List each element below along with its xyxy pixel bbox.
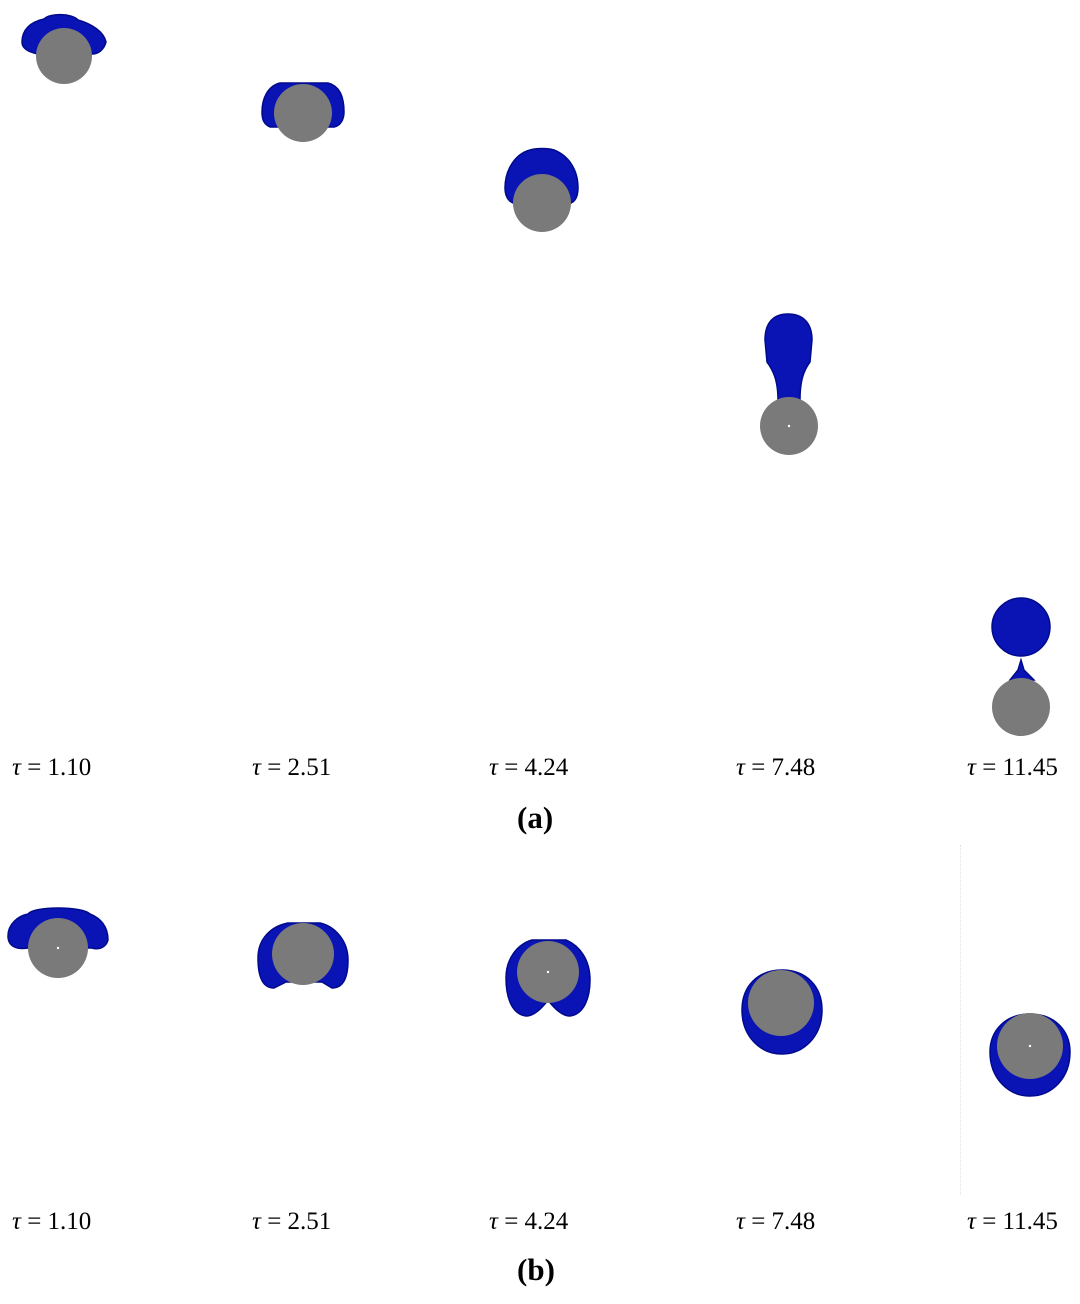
panel-a-frame-4 <box>760 313 818 455</box>
tau-symbol: τ <box>489 1208 498 1235</box>
tau-value: = 11.45 <box>982 754 1058 781</box>
panel-b-tau-label-3: τ = 4.24 <box>489 1208 568 1236</box>
detached-droplet <box>991 597 1051 657</box>
particle-center-dot <box>546 970 550 974</box>
residual-spike <box>1008 657 1036 681</box>
panel-a-tau-label-1: τ = 1.10 <box>12 754 91 782</box>
tau-value: = 4.24 <box>504 754 569 781</box>
panel-a-frame-5 <box>991 597 1051 736</box>
panel-a-label: (a) <box>517 800 554 835</box>
particle <box>36 28 92 84</box>
panel-a-frame-2 <box>261 82 345 142</box>
panel-b-tau-label-2: τ = 2.51 <box>252 1208 331 1236</box>
particle-center-dot <box>787 424 791 428</box>
particle <box>748 970 814 1036</box>
tau-value: = 7.48 <box>751 754 816 781</box>
particle <box>274 84 332 142</box>
panel-b-tau-label-4: τ = 7.48 <box>736 1208 815 1236</box>
panel-b-tau-label-1: τ = 1.10 <box>12 1208 91 1236</box>
tau-value: = 2.51 <box>267 754 332 781</box>
particle-center-dot <box>1028 1044 1032 1048</box>
panel-a-tau-label-4: τ = 7.48 <box>736 754 815 782</box>
tau-symbol: τ <box>489 754 498 781</box>
frame-divider <box>960 845 961 1195</box>
panel-a-frame-1 <box>21 13 107 84</box>
tau-symbol: τ <box>967 754 976 781</box>
panel-b-frames <box>7 907 1071 1097</box>
particle <box>513 174 571 232</box>
tau-value: = 1.10 <box>27 754 92 781</box>
panel-a-frame-3 <box>504 147 579 232</box>
tau-value: = 7.48 <box>751 1208 816 1235</box>
tau-symbol: τ <box>12 754 21 781</box>
tau-symbol: τ <box>12 1208 21 1235</box>
panel-a-tau-label-3: τ = 4.24 <box>489 754 568 782</box>
panel-a-tau-label-2: τ = 2.51 <box>252 754 331 782</box>
particle <box>272 923 334 985</box>
tau-symbol: τ <box>736 754 745 781</box>
fluid-jet <box>764 313 813 405</box>
panel-a-frames <box>21 13 1051 736</box>
panel-b-frame-3 <box>505 939 591 1017</box>
panel-b-frame-1 <box>7 907 109 978</box>
tau-value: = 4.24 <box>504 1208 569 1235</box>
tau-value: = 11.45 <box>982 1208 1058 1235</box>
panel-b-frame-5 <box>989 1013 1071 1097</box>
particle-center-dot <box>56 946 60 950</box>
tau-value: = 1.10 <box>27 1208 92 1235</box>
tau-symbol: τ <box>252 1208 261 1235</box>
tau-value: = 2.51 <box>267 1208 332 1235</box>
panel-b-frame-4 <box>741 969 823 1055</box>
panel-b-tau-label-5: τ = 11.45 <box>967 1208 1058 1236</box>
panel-b-label: (b) <box>517 1252 555 1287</box>
tau-symbol: τ <box>736 1208 745 1235</box>
panel-b-frame-2 <box>257 922 349 989</box>
tau-symbol: τ <box>967 1208 976 1235</box>
panel-a-tau-label-5: τ = 11.45 <box>967 754 1058 782</box>
tau-symbol: τ <box>252 754 261 781</box>
particle <box>992 678 1050 736</box>
